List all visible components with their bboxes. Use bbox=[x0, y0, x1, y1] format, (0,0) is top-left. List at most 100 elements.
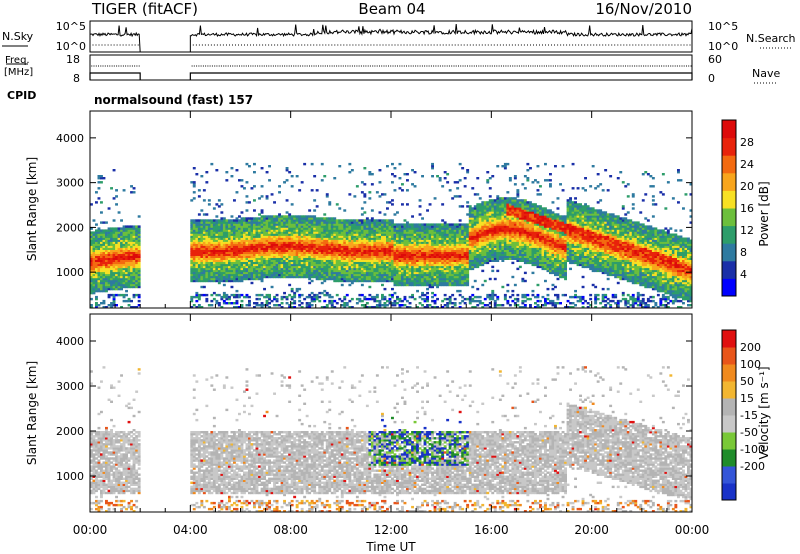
power-cell bbox=[200, 277, 204, 281]
power-cell bbox=[230, 285, 234, 289]
power-cell bbox=[288, 255, 292, 258]
power-cell bbox=[95, 267, 98, 271]
power-cell bbox=[92, 245, 96, 248]
power-cell bbox=[202, 221, 206, 224]
power-cell bbox=[230, 239, 234, 242]
power-cell bbox=[315, 227, 319, 230]
power-cell bbox=[305, 221, 309, 224]
power-cell bbox=[303, 162, 307, 166]
power-cell bbox=[207, 271, 211, 275]
power-cell bbox=[222, 217, 226, 220]
power-cell bbox=[303, 221, 307, 224]
power-cell bbox=[258, 237, 261, 240]
power-cell bbox=[260, 261, 264, 265]
power-cell bbox=[243, 239, 246, 242]
power-cell bbox=[393, 233, 397, 236]
power-cell bbox=[92, 281, 96, 285]
power-cell bbox=[300, 269, 304, 273]
power-cell bbox=[295, 219, 299, 222]
power-cell bbox=[458, 195, 462, 198]
power-cell bbox=[122, 281, 126, 285]
power-cell bbox=[386, 201, 389, 204]
power-cell bbox=[263, 243, 266, 246]
power-cell bbox=[483, 279, 487, 283]
power-cell bbox=[275, 255, 279, 258]
power-cell bbox=[225, 243, 229, 246]
power-cell bbox=[130, 235, 133, 238]
power-cell bbox=[110, 267, 113, 271]
power-cell bbox=[105, 281, 108, 285]
power-cell bbox=[471, 221, 475, 224]
power-cell bbox=[205, 213, 209, 216]
power-cell bbox=[112, 219, 116, 222]
power-cell bbox=[283, 251, 286, 254]
power-cell bbox=[135, 271, 139, 275]
power-cell bbox=[115, 285, 118, 289]
power-cell bbox=[107, 267, 111, 271]
power-cell bbox=[260, 247, 264, 250]
power-cell bbox=[363, 233, 367, 236]
power-cell bbox=[207, 275, 211, 279]
power-cell bbox=[363, 193, 367, 196]
power-cell bbox=[431, 299, 434, 303]
power-cell bbox=[220, 203, 224, 206]
power-cell bbox=[348, 233, 352, 236]
power-cell bbox=[373, 221, 377, 224]
power-cell bbox=[343, 295, 347, 299]
power-cell bbox=[107, 233, 111, 236]
power-cell bbox=[220, 239, 224, 242]
power-cell bbox=[228, 261, 231, 265]
power-cell bbox=[95, 235, 98, 238]
power-cell bbox=[476, 287, 480, 291]
power-cell bbox=[92, 271, 96, 275]
power-cell bbox=[421, 297, 424, 301]
power-cell bbox=[217, 281, 221, 285]
power-cell bbox=[220, 241, 224, 244]
power-cell bbox=[295, 249, 299, 252]
power-cell bbox=[423, 223, 427, 226]
power-cell bbox=[298, 255, 302, 258]
power-cell bbox=[202, 269, 206, 273]
power-cell bbox=[313, 269, 317, 273]
power-cell bbox=[275, 223, 279, 226]
power-cell bbox=[137, 304, 141, 307]
power-cell bbox=[290, 275, 294, 279]
power-cell bbox=[248, 302, 251, 305]
power-cell bbox=[107, 227, 111, 230]
power-cell bbox=[90, 285, 93, 289]
power-cell bbox=[202, 267, 206, 271]
power-cell bbox=[265, 215, 269, 218]
power-cell bbox=[303, 255, 307, 258]
power-cell bbox=[255, 229, 259, 232]
power-cell bbox=[248, 229, 251, 232]
power-cell bbox=[265, 231, 269, 234]
power-cell bbox=[102, 302, 106, 305]
power-cell bbox=[248, 245, 251, 248]
power-cell bbox=[222, 249, 226, 252]
power-cell bbox=[290, 249, 294, 252]
power-cell bbox=[245, 239, 249, 242]
power-cell bbox=[325, 261, 329, 265]
power-cell bbox=[293, 302, 297, 305]
power-cell bbox=[233, 293, 236, 297]
power-cell bbox=[315, 233, 319, 236]
power-cell bbox=[245, 209, 249, 212]
power-cells bbox=[90, 162, 693, 309]
power-cell bbox=[340, 219, 344, 222]
power-cell bbox=[283, 273, 286, 277]
power-cell bbox=[453, 223, 457, 226]
power-cell bbox=[235, 235, 239, 238]
power-cell bbox=[130, 285, 133, 289]
power-cell bbox=[358, 233, 362, 236]
power-cell bbox=[360, 283, 364, 287]
power-cell bbox=[117, 257, 121, 260]
power-cell bbox=[268, 259, 271, 262]
power-cell bbox=[313, 175, 317, 178]
power-cell bbox=[476, 304, 480, 307]
power-cell bbox=[240, 249, 244, 252]
power-cell bbox=[358, 293, 362, 297]
power-cell bbox=[345, 247, 349, 250]
power-cell bbox=[288, 231, 292, 234]
power-cell bbox=[205, 279, 209, 283]
power-cell bbox=[280, 245, 284, 248]
